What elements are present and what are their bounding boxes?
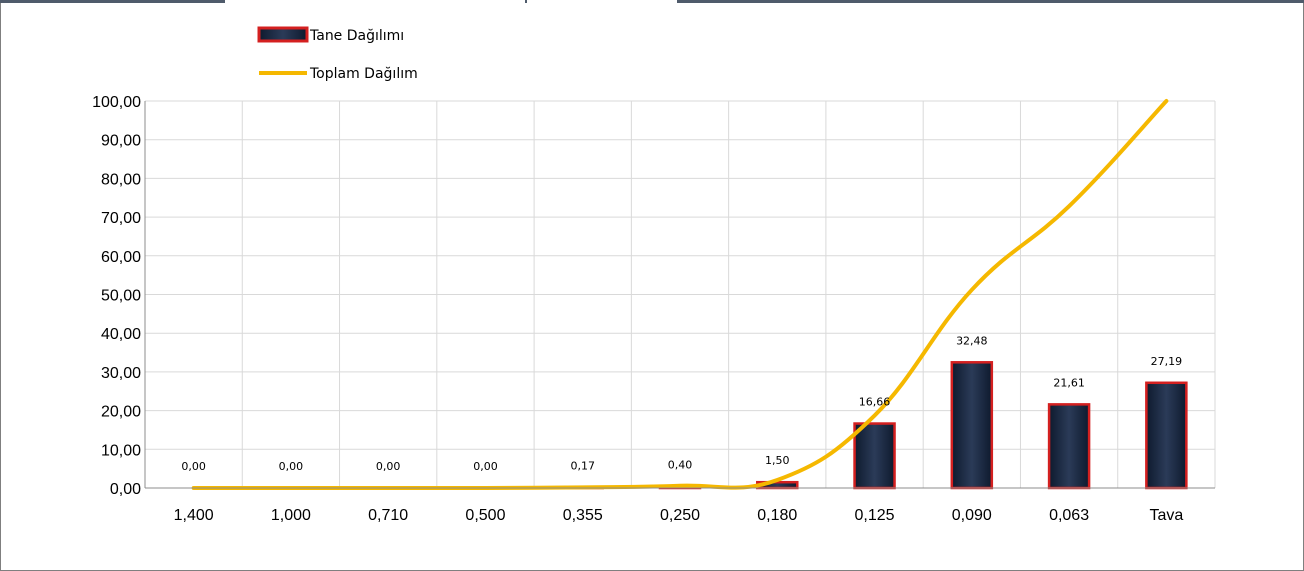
bar-data-label: 32,48 (956, 334, 988, 347)
bar (1047, 403, 1091, 490)
bar-data-label: 0,17 (570, 459, 595, 472)
bar-data-label: 0,00 (376, 460, 401, 473)
x-tick-label: 0,355 (563, 507, 603, 524)
bar-data-label: 0,00 (279, 460, 304, 473)
chart-grid (145, 100, 1216, 488)
bar-data-label: 0,00 (473, 460, 498, 473)
bar-data-label: 16,66 (859, 396, 891, 409)
legend-label-bars: Tane Dağılımı (309, 28, 404, 44)
legend-label-line: Toplam Dağılım (309, 66, 418, 82)
x-tick-label: 0,125 (855, 507, 895, 524)
y-tick-label: 30,00 (101, 365, 141, 382)
bar-series (561, 361, 1188, 490)
x-tick-label: 0,180 (757, 507, 797, 524)
bar (950, 361, 994, 490)
legend-item-bars: Tane Dağılımı (257, 26, 404, 44)
chart-axes: 0,00 10,00 20,00 30,00 40,00 50,00 60,00 70,00 8… (92, 94, 1215, 524)
y-tick-label: 50,00 (101, 288, 141, 305)
y-tick-label: 20,00 (101, 404, 141, 421)
chart-legend: Tane Dağılımı Toplam Dağılım (257, 26, 418, 82)
bar-data-label: 21,61 (1053, 376, 1085, 389)
x-tick-label: 0,063 (1049, 507, 1089, 524)
bar (1145, 381, 1188, 490)
y-tick-label: 100,00 (92, 94, 141, 111)
x-tick-label: 0,710 (368, 507, 408, 524)
bar-data-label: 1,50 (765, 454, 790, 467)
x-tick-label: 0,250 (660, 507, 700, 524)
bar-data-label: 0,00 (181, 460, 206, 473)
y-tick-label: 60,00 (101, 249, 141, 266)
x-tick-label: 0,090 (952, 507, 992, 524)
window-top-bar (0, 0, 1304, 3)
y-tick-label: 10,00 (101, 442, 141, 459)
bar (853, 422, 896, 490)
y-tick-label: 70,00 (101, 210, 141, 227)
y-tick-label: 0,00 (110, 481, 141, 498)
legend-swatch-bars (257, 26, 309, 43)
x-tick-label: 1,000 (271, 507, 311, 524)
bar-data-label: 27,19 (1151, 355, 1183, 368)
data-labels: 0,00 0,00 0,00 0,00 0,17 0,40 1,50 16,66 32,48 21… (181, 334, 1182, 473)
y-tick-label: 80,00 (101, 171, 141, 188)
bar-data-label: 0,40 (668, 458, 693, 471)
y-tick-label: 90,00 (101, 133, 141, 150)
x-tick-label: 0,500 (465, 507, 505, 524)
x-tick-label: Tava (1149, 507, 1183, 524)
y-tick-label: 40,00 (101, 326, 141, 343)
legend-item-line: Toplam Dağılım (259, 66, 418, 82)
x-tick-label: 1,400 (174, 507, 214, 524)
